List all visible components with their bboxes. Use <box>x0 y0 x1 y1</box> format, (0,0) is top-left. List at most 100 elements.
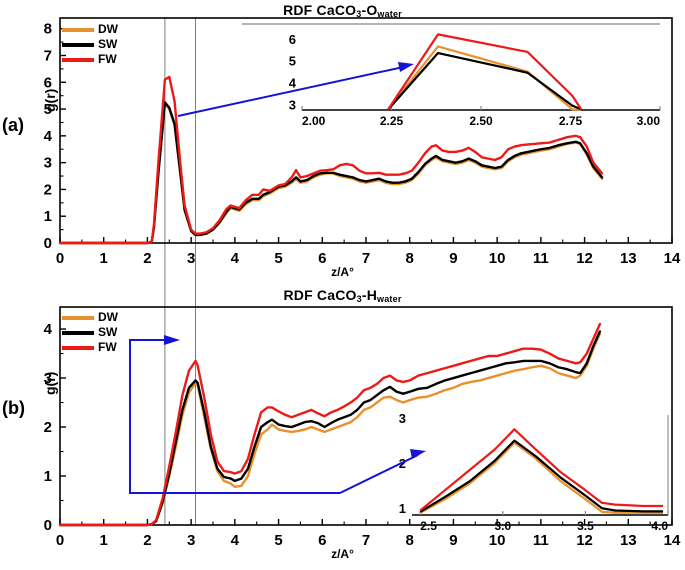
annotation-arrow-head <box>398 62 414 72</box>
inset-x-tick-label: 3.00 <box>637 114 661 128</box>
annotation-bracket-top <box>129 339 168 447</box>
y-tick-label: 1 <box>44 468 52 485</box>
legend-item-dw: DW <box>62 22 118 37</box>
panel-a-title-sub: 3 <box>356 9 362 19</box>
x-tick-label: 1 <box>100 532 108 549</box>
legend-label-fw: FW <box>98 340 117 354</box>
annotation-bracket-arrowhead2 <box>410 449 426 459</box>
legend-swatch-dw <box>62 27 94 32</box>
x-tick-label: 0 <box>56 250 64 267</box>
legend-swatch-fw <box>62 57 94 62</box>
x-tick-label: 7 <box>362 250 370 267</box>
x-tick-label: 9 <box>449 532 457 549</box>
series-sw <box>58 101 604 245</box>
x-tick-label: 6 <box>318 532 326 549</box>
legend-item-fw: FW <box>62 52 118 67</box>
x-tick-label: 10 <box>489 532 506 549</box>
x-tick-label: 1 <box>100 250 108 267</box>
panel-a-title-sub2: water <box>377 9 402 19</box>
legend-label-sw: SW <box>98 325 118 339</box>
x-tick-label: 8 <box>406 532 414 549</box>
x-tick-label: 12 <box>576 250 593 267</box>
legend-item-sw: SW <box>62 37 118 52</box>
annotation-bracket-arrowhead <box>164 335 180 345</box>
annotation-arrow-line <box>177 65 409 117</box>
x-tick-label: 13 <box>620 250 637 267</box>
x-tick-label: 10 <box>489 250 506 267</box>
legend-swatch-fw <box>62 345 94 350</box>
x-tick-label: 2 <box>143 532 151 549</box>
panel-b-legend: DW SW FW <box>62 310 118 355</box>
inset-series-sw <box>387 51 582 111</box>
x-tick-label: 6 <box>318 250 326 267</box>
y-tick-label: 8 <box>44 21 52 38</box>
inset-series-sw <box>419 439 664 513</box>
inset-x-tick-label: 2.75 <box>559 114 583 128</box>
y-tick-label: 6 <box>44 74 52 91</box>
panel-b-title-sub2: water <box>377 294 402 304</box>
inset-x-tick-label: 2.50 <box>469 114 493 128</box>
y-tick-label: 1 <box>44 208 52 225</box>
inset-series-dw <box>419 441 664 514</box>
legend-label-fw: FW <box>98 52 117 66</box>
series-sw <box>58 330 602 527</box>
legend-label-sw: SW <box>98 37 118 51</box>
inset-y-tick-label: 5 <box>289 54 296 69</box>
inset-x-tick-label: 3.5 <box>577 519 594 533</box>
panel-b-ylabel: g(r) <box>42 371 58 395</box>
inset-y-tick-label: 3 <box>289 98 296 113</box>
inset-x-tick-label: 2.5 <box>420 519 437 533</box>
panel-b-title: RDF CaCO3-Hwater <box>0 287 685 304</box>
panel-a-title-prefix: RDF CaCO <box>283 2 357 18</box>
panel-b-xlabel: z/A° <box>331 547 354 561</box>
panel-b-title-prefix: RDF CaCO <box>283 287 357 303</box>
x-tick-label: 4 <box>231 250 240 267</box>
legend-swatch-sw <box>62 330 94 335</box>
panel-a-legend: DW SW FW <box>62 22 118 67</box>
panel-a-tag: (a) <box>2 115 24 135</box>
y-tick-label: 2 <box>44 181 52 198</box>
x-tick-label: 5 <box>274 250 282 267</box>
panel-a-ylabel: g(r) <box>42 88 58 112</box>
panel-b-title-sub: 3 <box>356 294 362 304</box>
y-tick-label: 2 <box>44 419 52 436</box>
legend-item-dw: DW <box>62 310 118 325</box>
y-tick-label: 3 <box>44 370 52 387</box>
panel-b-title-mid: -H <box>361 287 378 303</box>
inset-x-tick-label: 2.25 <box>380 114 404 128</box>
series-fw <box>58 75 604 245</box>
y-tick-label: 3 <box>44 155 52 172</box>
x-tick-label: 4 <box>231 532 240 549</box>
x-tick-label: 3 <box>187 250 195 267</box>
y-tick-label: 7 <box>44 48 52 65</box>
panel-a-xlabel: z/A° <box>331 265 354 279</box>
inset-x-tick-label: 3.0 <box>494 519 511 533</box>
legend-label-dw: DW <box>98 22 118 36</box>
legend-swatch-dw <box>62 315 94 320</box>
y-tick-label: 4 <box>44 128 53 145</box>
inset-y-tick-label: 6 <box>289 32 296 47</box>
inset-y-tick-label: 3 <box>399 411 406 426</box>
inset-series-fw <box>419 428 664 512</box>
series-fw <box>58 322 602 527</box>
inset-series-fw <box>387 33 583 111</box>
x-tick-label: 5 <box>274 532 282 549</box>
series-dw <box>58 332 602 527</box>
inset-y-tick-label: 4 <box>289 76 297 91</box>
x-tick-label: 11 <box>533 250 549 267</box>
x-tick-label: 11 <box>533 532 549 549</box>
inset-y-tick-label: 1 <box>399 501 406 516</box>
x-tick-label: 14 <box>664 532 681 549</box>
panel-a-title-mid: -O <box>361 2 378 18</box>
legend-swatch-sw <box>62 42 94 47</box>
annotation-bracket-diagonal <box>339 454 419 494</box>
panel-a-title: RDF CaCO3-Owater <box>0 2 685 19</box>
y-tick-label: 5 <box>44 101 52 118</box>
y-tick-label: 0 <box>44 517 52 534</box>
y-tick-label: 0 <box>44 235 52 252</box>
x-tick-label: 13 <box>620 532 637 549</box>
x-tick-label: 12 <box>576 532 593 549</box>
